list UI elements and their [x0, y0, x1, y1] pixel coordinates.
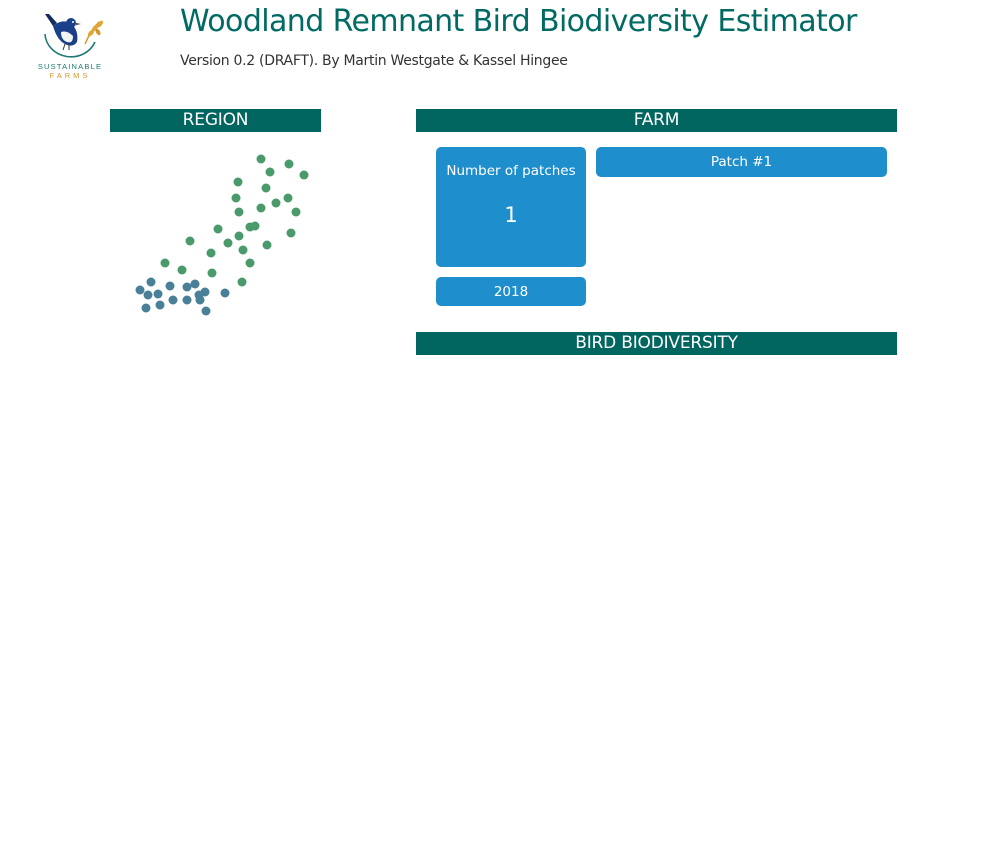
- region-site-dot: [146, 277, 156, 287]
- region-site-dot: [201, 306, 211, 316]
- region-site-dot: [271, 198, 281, 208]
- logo-line2: FARMS: [49, 71, 91, 80]
- region-site-dot: [207, 268, 217, 278]
- region-site-dot: [220, 288, 230, 298]
- region-site-dot: [286, 228, 296, 238]
- farm-header: FARM: [416, 109, 897, 132]
- region-site-dot: [256, 154, 266, 164]
- bird-biodiversity-header: BIRD BIODIVERSITY: [416, 332, 897, 355]
- region-site-dot: [234, 207, 244, 217]
- region-site-dot: [143, 290, 153, 300]
- region-site-dot: [135, 285, 145, 295]
- region-site-dot: [234, 231, 244, 241]
- region-site-dot: [261, 183, 271, 193]
- logo-line1: SUSTAINABLE: [37, 62, 103, 71]
- page-subtitle: Version 0.2 (DRAFT). By Martin Westgate …: [180, 53, 568, 69]
- region-site-dot: [250, 221, 260, 231]
- patches-card: Number of patches 1: [436, 147, 586, 267]
- region-site-dot: [153, 289, 163, 299]
- region-site-dot: [291, 207, 301, 217]
- region-site-dot: [238, 245, 248, 255]
- region-site-dot: [231, 193, 241, 203]
- region-site-dot: [141, 303, 151, 313]
- region-site-dot: [283, 193, 293, 203]
- region-site-dot: [182, 295, 192, 305]
- region-site-dot: [155, 300, 165, 310]
- region-site-dot: [233, 177, 243, 187]
- region-header: REGION: [110, 109, 321, 132]
- region-site-dot: [213, 224, 223, 234]
- region-site-dot: [299, 170, 309, 180]
- bird-logo-icon: [44, 14, 104, 58]
- page-title: Woodland Remnant Bird Biodiversity Estim…: [180, 4, 857, 39]
- region-site-dot: [168, 295, 178, 305]
- logo-wordmark: SUSTAINABLE FARMS: [33, 62, 107, 80]
- region-site-dot: [182, 282, 192, 292]
- region-site-dot: [190, 279, 200, 289]
- region-site-dot: [165, 281, 175, 291]
- region-site-dot: [262, 240, 272, 250]
- region-site-dot: [223, 238, 233, 248]
- region-site-dot: [284, 159, 294, 169]
- region-site-dot: [195, 295, 205, 305]
- region-site-dot: [237, 277, 247, 287]
- region-site-dot: [256, 203, 266, 213]
- patch-1-button[interactable]: Patch #1: [596, 147, 887, 177]
- region-site-dot: [177, 265, 187, 275]
- region-site-dot: [160, 258, 170, 268]
- year-button[interactable]: 2018: [436, 277, 586, 306]
- region-site-dot: [206, 248, 216, 258]
- region-site-dot: [245, 258, 255, 268]
- sustainable-farms-logo: SUSTAINABLE FARMS: [33, 8, 107, 82]
- region-site-dot: [265, 167, 275, 177]
- region-site-dot: [185, 236, 195, 246]
- region-map[interactable]: [130, 150, 315, 320]
- patches-value: 1: [504, 203, 518, 227]
- patches-label: Number of patches: [446, 163, 576, 179]
